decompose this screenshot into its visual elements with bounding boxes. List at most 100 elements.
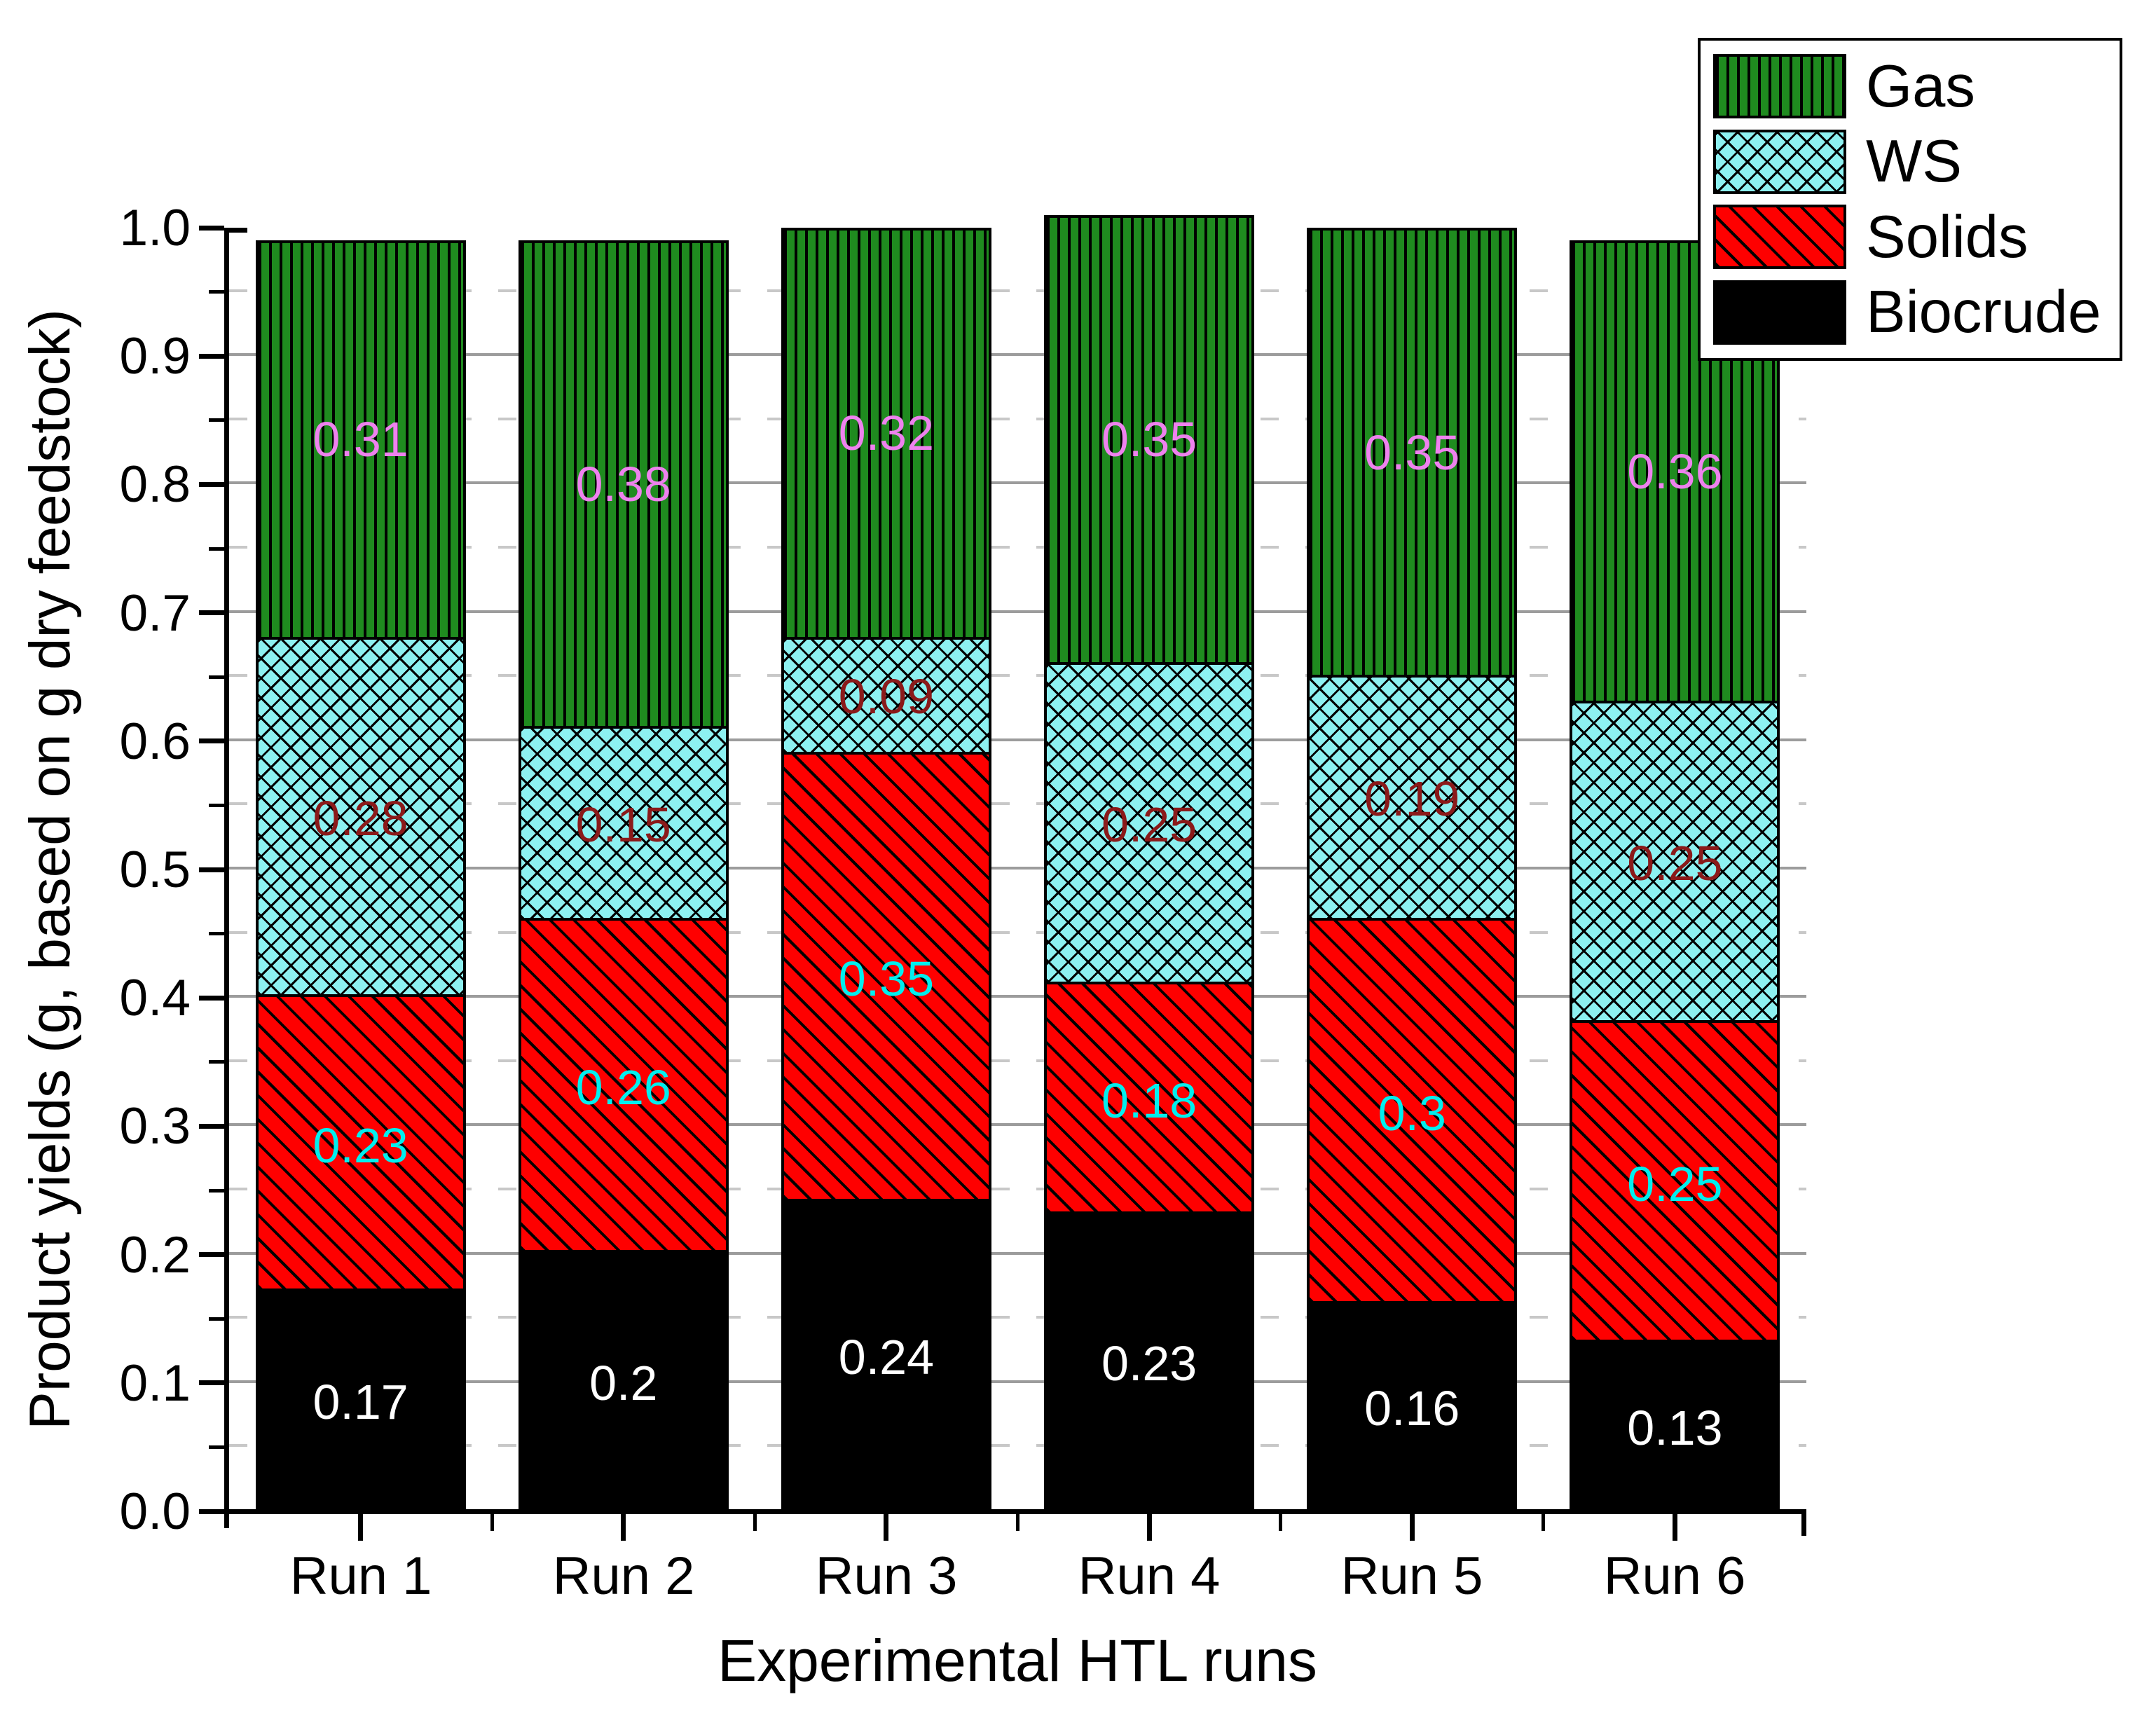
y-minor-tick-0.15 bbox=[209, 1317, 224, 1321]
bar-run-5 bbox=[1307, 228, 1518, 1511]
legend-row-ws: WS bbox=[1713, 129, 2120, 194]
x-minor-tick-5 bbox=[1542, 1514, 1545, 1531]
bar-run-1 bbox=[255, 240, 466, 1511]
y-major-tick-0.6 bbox=[199, 738, 224, 743]
bar-segment-run-1-solids bbox=[258, 997, 463, 1291]
legend-row-solids: Solids bbox=[1713, 205, 2120, 270]
bar-value-label-run-1-gas: 0.31 bbox=[313, 412, 408, 467]
gridline-0.30 bbox=[229, 1123, 1806, 1127]
bar-value-label-run-2-solids: 0.26 bbox=[575, 1060, 671, 1115]
y-tick-label-0.6: 0.6 bbox=[119, 713, 191, 770]
bar-value-label-run-4-gas: 0.35 bbox=[1101, 412, 1197, 467]
bar-value-label-run-6-ws: 0.25 bbox=[1627, 835, 1723, 891]
legend-row-biocrude: Biocrude bbox=[1713, 280, 2120, 345]
bar-value-label-run-4-solids: 0.18 bbox=[1101, 1073, 1197, 1128]
x-major-tick-3 bbox=[884, 1514, 888, 1541]
y-tick-label-0.2: 0.2 bbox=[119, 1227, 191, 1284]
y-axis-title: Product yields (g, based on g dry feedst… bbox=[18, 309, 82, 1430]
bar-segment-run-4-ws bbox=[1047, 665, 1252, 985]
gridline-0.65 bbox=[229, 674, 1806, 678]
bar-value-label-run-2-biocrude: 0.2 bbox=[589, 1355, 658, 1410]
y-tick-label-0.8: 0.8 bbox=[119, 456, 191, 513]
bar-segment-run-2-ws bbox=[521, 729, 726, 921]
gridline-0.20 bbox=[229, 1251, 1806, 1255]
gridline-0.70 bbox=[229, 610, 1806, 613]
gridline-0.85 bbox=[229, 417, 1806, 420]
bar-segment-run-2-gas bbox=[521, 243, 726, 729]
gridline-0.35 bbox=[229, 1059, 1806, 1062]
bar-segment-run-6-solids bbox=[1572, 1022, 1778, 1342]
y-major-tick-0.1 bbox=[199, 1380, 224, 1385]
y-minor-tick-0.05 bbox=[209, 1445, 224, 1449]
bar-value-label-run-1-ws: 0.28 bbox=[313, 790, 408, 846]
bar-segment-run-6-ws bbox=[1572, 703, 1778, 1023]
x-major-tick-5 bbox=[1410, 1514, 1415, 1541]
bar-segment-run-4-biocrude bbox=[1047, 1214, 1252, 1508]
bar-segment-run-3-ws bbox=[783, 639, 989, 755]
y-tick-label-0.5: 0.5 bbox=[119, 841, 191, 898]
legend: Gas WS Solids Biocrude bbox=[1698, 38, 2122, 361]
bar-run-4 bbox=[1044, 214, 1255, 1511]
bar-value-label-run-6-solids: 0.25 bbox=[1627, 1156, 1723, 1211]
x-major-tick-6 bbox=[1673, 1514, 1677, 1541]
bar-segment-run-5-biocrude bbox=[1310, 1304, 1515, 1508]
x-axis-title: Experimental HTL runs bbox=[717, 1628, 1317, 1693]
bar-value-label-run-5-biocrude: 0.16 bbox=[1364, 1381, 1460, 1436]
bar-value-label-run-3-solids: 0.35 bbox=[838, 951, 935, 1006]
bar-run-6 bbox=[1570, 240, 1780, 1511]
legend-swatch-solids bbox=[1713, 205, 1846, 270]
bar-run-2 bbox=[518, 240, 729, 1511]
bar-value-label-run-5-ws: 0.19 bbox=[1364, 771, 1460, 827]
bar-segment-run-3-gas bbox=[783, 231, 989, 640]
bar-value-label-run-2-ws: 0.15 bbox=[575, 797, 671, 852]
y-minor-tick-0.75 bbox=[209, 547, 224, 551]
bar-segment-run-4-solids bbox=[1047, 984, 1252, 1215]
y-tick-label-0.0: 0.0 bbox=[119, 1483, 191, 1540]
y-tick-label-0.7: 0.7 bbox=[119, 585, 191, 642]
bar-segment-run-5-solids bbox=[1310, 920, 1515, 1305]
y-tick-label-0.3: 0.3 bbox=[119, 1098, 191, 1155]
y-major-tick-0.9 bbox=[199, 354, 224, 359]
gridline-0.40 bbox=[229, 995, 1806, 998]
y-tick-label-0.4: 0.4 bbox=[119, 970, 191, 1026]
bar-segment-run-4-gas bbox=[1047, 217, 1252, 666]
bar-value-label-run-6-gas: 0.36 bbox=[1627, 444, 1723, 500]
gridline-0.05 bbox=[229, 1444, 1806, 1448]
y-axis-line bbox=[224, 228, 229, 1528]
bar-value-label-run-4-biocrude: 0.23 bbox=[1101, 1336, 1197, 1391]
legend-swatch-ws bbox=[1713, 129, 1846, 194]
x-category-label-1: Run 1 bbox=[289, 1546, 432, 1606]
bar-value-label-run-2-gas: 0.38 bbox=[575, 457, 671, 512]
bar-value-label-run-4-ws: 0.25 bbox=[1101, 797, 1197, 852]
legend-label-gas: Gas bbox=[1866, 53, 1975, 120]
bar-segment-run-5-gas bbox=[1310, 231, 1515, 678]
y-minor-tick-0.65 bbox=[209, 675, 224, 679]
legend-swatch-gas bbox=[1713, 54, 1846, 119]
x-category-label-2: Run 2 bbox=[552, 1546, 695, 1606]
gridline-0.50 bbox=[229, 867, 1806, 870]
y-major-tick-0.5 bbox=[199, 867, 224, 872]
bar-segment-run-1-gas bbox=[258, 243, 463, 640]
bar-value-label-run-6-biocrude: 0.13 bbox=[1627, 1400, 1723, 1455]
bar-value-label-run-3-ws: 0.09 bbox=[838, 668, 935, 724]
x-minor-tick-1 bbox=[490, 1514, 494, 1531]
gridline-0.90 bbox=[229, 353, 1806, 357]
y-minor-tick-0.45 bbox=[209, 932, 224, 935]
x-category-label-6: Run 6 bbox=[1603, 1546, 1746, 1606]
x-major-tick-4 bbox=[1147, 1514, 1152, 1541]
y-major-tick-0.0 bbox=[199, 1509, 224, 1514]
y-minor-tick-0.85 bbox=[209, 418, 224, 422]
x-category-label-3: Run 3 bbox=[815, 1546, 958, 1606]
x-category-label-4: Run 4 bbox=[1078, 1546, 1221, 1606]
y-minor-tick-0.35 bbox=[209, 1060, 224, 1064]
bar-segment-run-1-ws bbox=[258, 639, 463, 998]
bar-segment-run-3-biocrude bbox=[783, 1202, 989, 1508]
y-major-tick-0.7 bbox=[199, 610, 224, 615]
bar-value-label-run-1-solids: 0.23 bbox=[313, 1118, 408, 1173]
x-major-tick-2 bbox=[621, 1514, 626, 1541]
gridline-0.25 bbox=[229, 1188, 1806, 1190]
y-minor-tick-0.25 bbox=[209, 1189, 224, 1193]
plot-area: 0.17 0.23 0.28 0.31 0.2 0.26 0.15 0.38 0.24 0.35 0… bbox=[229, 214, 1806, 1511]
bar-segment-run-6-biocrude bbox=[1572, 1342, 1778, 1508]
